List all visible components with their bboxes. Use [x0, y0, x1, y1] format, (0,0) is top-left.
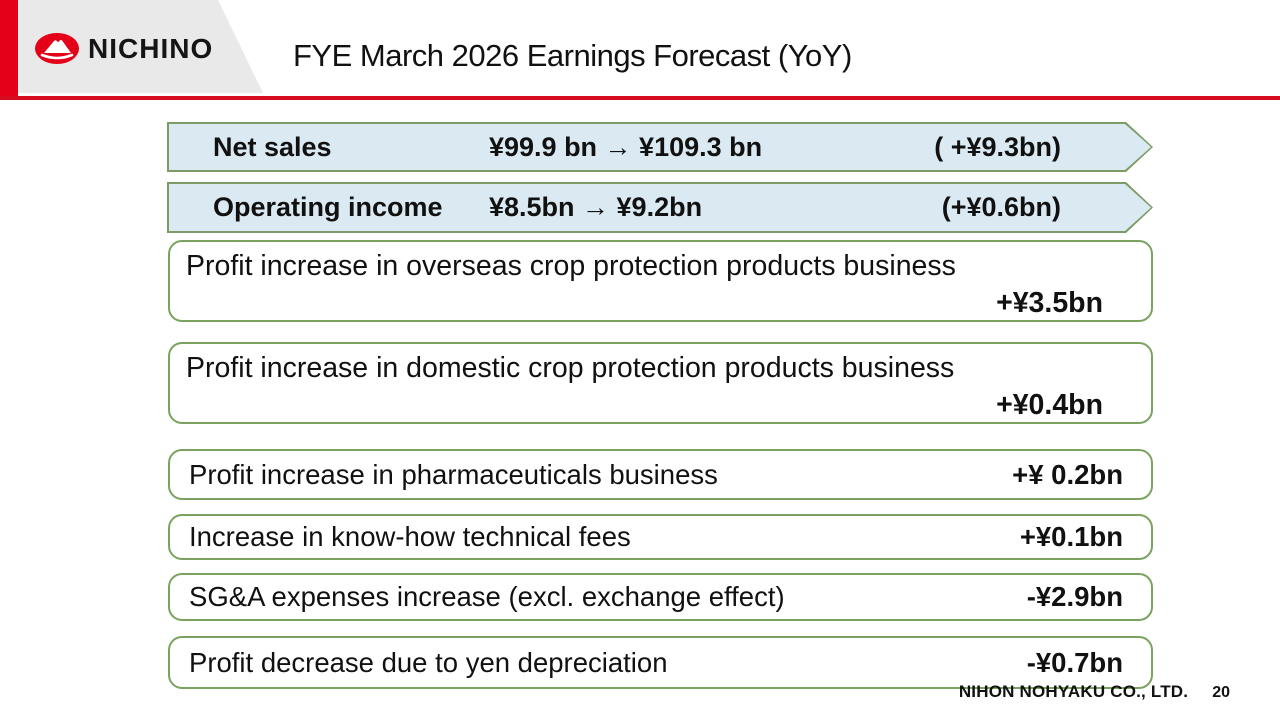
factor-label: SG&A expenses increase (excl. exchange e… — [189, 581, 785, 612]
operating-income-delta: (+¥0.6bn) — [941, 192, 1061, 222]
factor-value: +¥0.4bn — [996, 389, 1103, 421]
factor-value: +¥3.5bn — [996, 287, 1103, 319]
operating-income-values: ¥8.5bn → ¥9.2bn — [489, 192, 703, 222]
factor-label: Profit increase in domestic crop protect… — [186, 352, 955, 384]
operating-income-banner: Operating income ¥8.5bn → ¥9.2bn (+¥0.6b… — [167, 182, 1153, 233]
factor-box-domestic-crop: Profit increase in domestic crop protect… — [168, 342, 1153, 424]
left-accent-bar — [0, 0, 18, 100]
factor-box-sga-expenses: SG&A expenses increase (excl. exchange e… — [168, 573, 1153, 621]
factor-value: -¥0.7bn — [1026, 646, 1123, 678]
banner-arrow-fill — [169, 184, 1151, 231]
factor-value: +¥0.1bn — [1019, 521, 1123, 552]
factor-value: +¥ 0.2bn — [1012, 458, 1123, 490]
factor-label: Profit decrease due to yen depreciation — [189, 646, 668, 678]
factor-label: Increase in know-how technical fees — [189, 521, 631, 552]
nichino-logo: NICHINO — [34, 32, 213, 65]
footer: NIHON NOHYAKU CO., LTD. 20 — [959, 682, 1230, 702]
page-number: 20 — [1212, 684, 1230, 701]
net-sales-banner: Net sales ¥99.9 bn → ¥109.3 bn ( +¥9.3bn… — [167, 122, 1153, 172]
banner-arrow-fill — [169, 124, 1151, 170]
net-sales-values: ¥99.9 bn → ¥109.3 bn — [489, 131, 763, 162]
net-sales-label: Net sales — [213, 131, 332, 162]
net-sales-delta: ( +¥9.3bn) — [934, 131, 1061, 162]
page-title: FYE March 2026 Earnings Forecast (YoY) — [293, 38, 852, 73]
factor-box-knowhow-fees: Increase in know-how technical fees +¥0.… — [168, 514, 1153, 560]
operating-income-label: Operating income — [213, 192, 443, 222]
brand-name: NICHINO — [88, 32, 214, 64]
factor-box-yen-depreciation: Profit decrease due to yen depreciation … — [168, 636, 1153, 689]
factor-label: Profit increase in pharmaceuticals busin… — [189, 458, 718, 490]
factor-value: -¥2.9bn — [1026, 581, 1123, 612]
factor-box-overseas-crop: Profit increase in overseas crop protect… — [168, 240, 1153, 322]
header-divider-line — [0, 96, 1280, 100]
footer-company-name: NIHON NOHYAKU CO., LTD. — [958, 682, 1189, 701]
nichino-logo-icon — [35, 33, 79, 64]
factor-label: Profit increase in overseas crop protect… — [186, 250, 956, 282]
factor-box-pharmaceuticals: Profit increase in pharmaceuticals busin… — [168, 449, 1153, 500]
